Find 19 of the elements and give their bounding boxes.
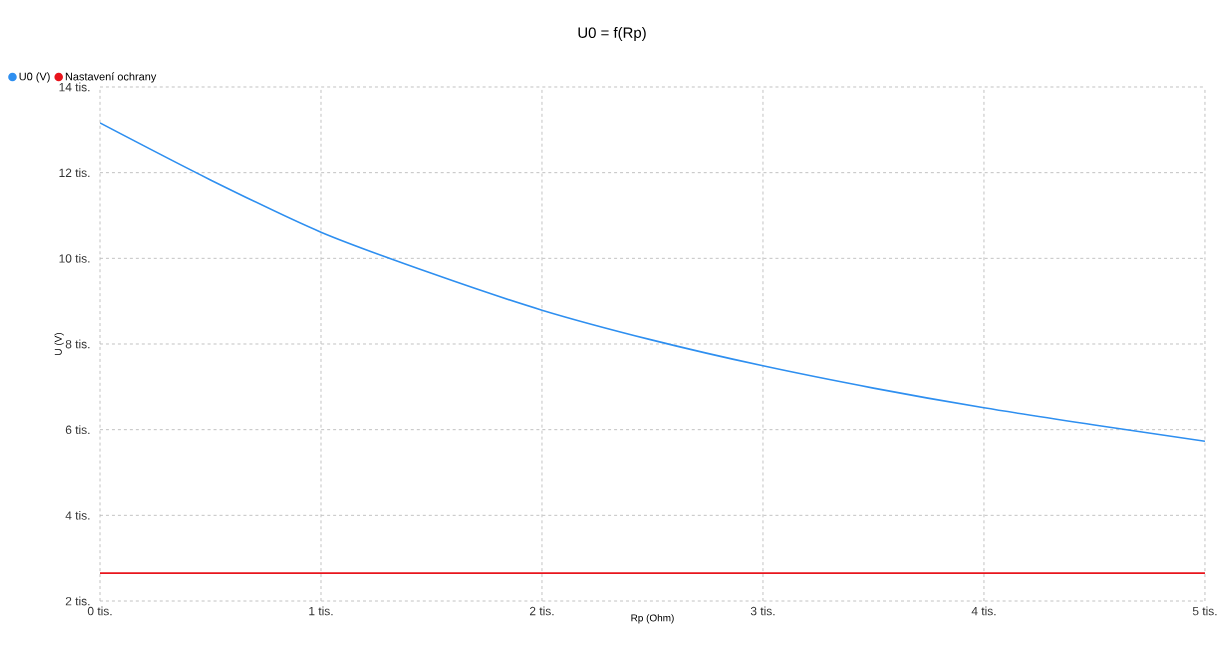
x-tick-label: 3 tis. [750,606,775,616]
x-tick-label: 0 tis. [87,606,112,616]
y-tick-label: 4 tis. [65,510,90,520]
y-tick-label: 14 tis. [59,82,90,92]
y-tick-label: 8 tis. [65,339,90,349]
y-tick-label: 6 tis. [65,425,90,435]
legend-label: Nastavení ochrany [65,72,157,83]
x-tick-label: 1 tis. [309,606,333,616]
x-tick-label: 2 tis. [529,606,554,616]
y-tick-label: 12 tis. [59,168,90,178]
line-series [100,122,1205,443]
y-axis-title: U (V) [54,333,64,355]
legend-label: U0 (V) [19,72,50,83]
y-tick-label: 2 tis. [65,596,90,606]
x-axis-title: Rp (Ohm) [631,614,674,624]
y-tick-label: 10 tis. [59,253,90,263]
x-tick-label: 5 tis. [1192,606,1217,616]
chart-title: U0 = f(Rp) [578,27,646,41]
x-tick-label: 4 tis. [971,606,996,616]
